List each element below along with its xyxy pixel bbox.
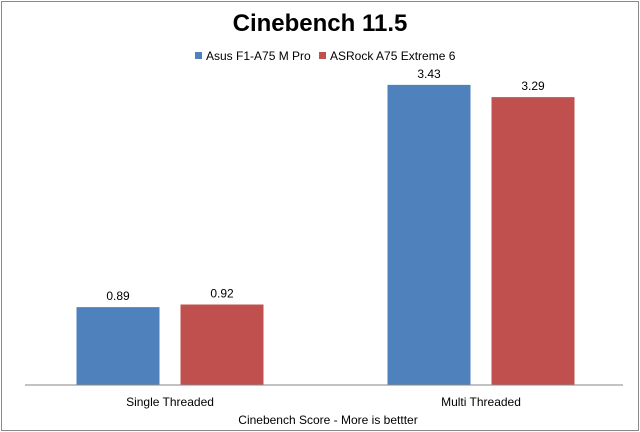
legend: Asus F1-A75 M Pro ASRock A75 Extreme 6 [195, 49, 456, 63]
plot-area: 0.89 0.92 3.43 3.29 [76, 67, 575, 385]
x-axis-title: Cinebench Score - More is bettter [238, 413, 417, 427]
x-tick-label-single-threaded: Single Threaded [126, 395, 214, 409]
legend-label-asrock-a75-extreme-6: ASRock A75 Extreme 6 [330, 49, 456, 63]
bar-single-threaded-asus-f1-a75-m-pro [76, 307, 160, 385]
data-label-single-threaded-asus-f1-a75-m-pro: 0.89 [106, 289, 130, 303]
x-tick-label-multi-threaded: Multi Threaded [441, 395, 521, 409]
bar-multi-threaded-asrock-a75-extreme-6 [491, 97, 575, 385]
bar-single-threaded-asrock-a75-extreme-6 [180, 304, 264, 385]
data-label-multi-threaded-asrock-a75-extreme-6: 3.29 [521, 79, 545, 93]
legend-label-asus-f1-a75-m-pro: Asus F1-A75 M Pro [206, 49, 311, 63]
legend-swatch-asrock-a75-extreme-6 [319, 52, 326, 59]
chart-title: Cinebench 11.5 [233, 10, 408, 37]
legend-swatch-asus-f1-a75-m-pro [195, 52, 202, 59]
bar-multi-threaded-asus-f1-a75-m-pro [387, 84, 471, 385]
data-label-multi-threaded-asus-f1-a75-m-pro: 3.43 [417, 67, 441, 81]
x-axis-ticks: Single Threaded Multi Threaded [126, 395, 521, 409]
data-label-single-threaded-asrock-a75-extreme-6: 0.92 [210, 287, 234, 301]
